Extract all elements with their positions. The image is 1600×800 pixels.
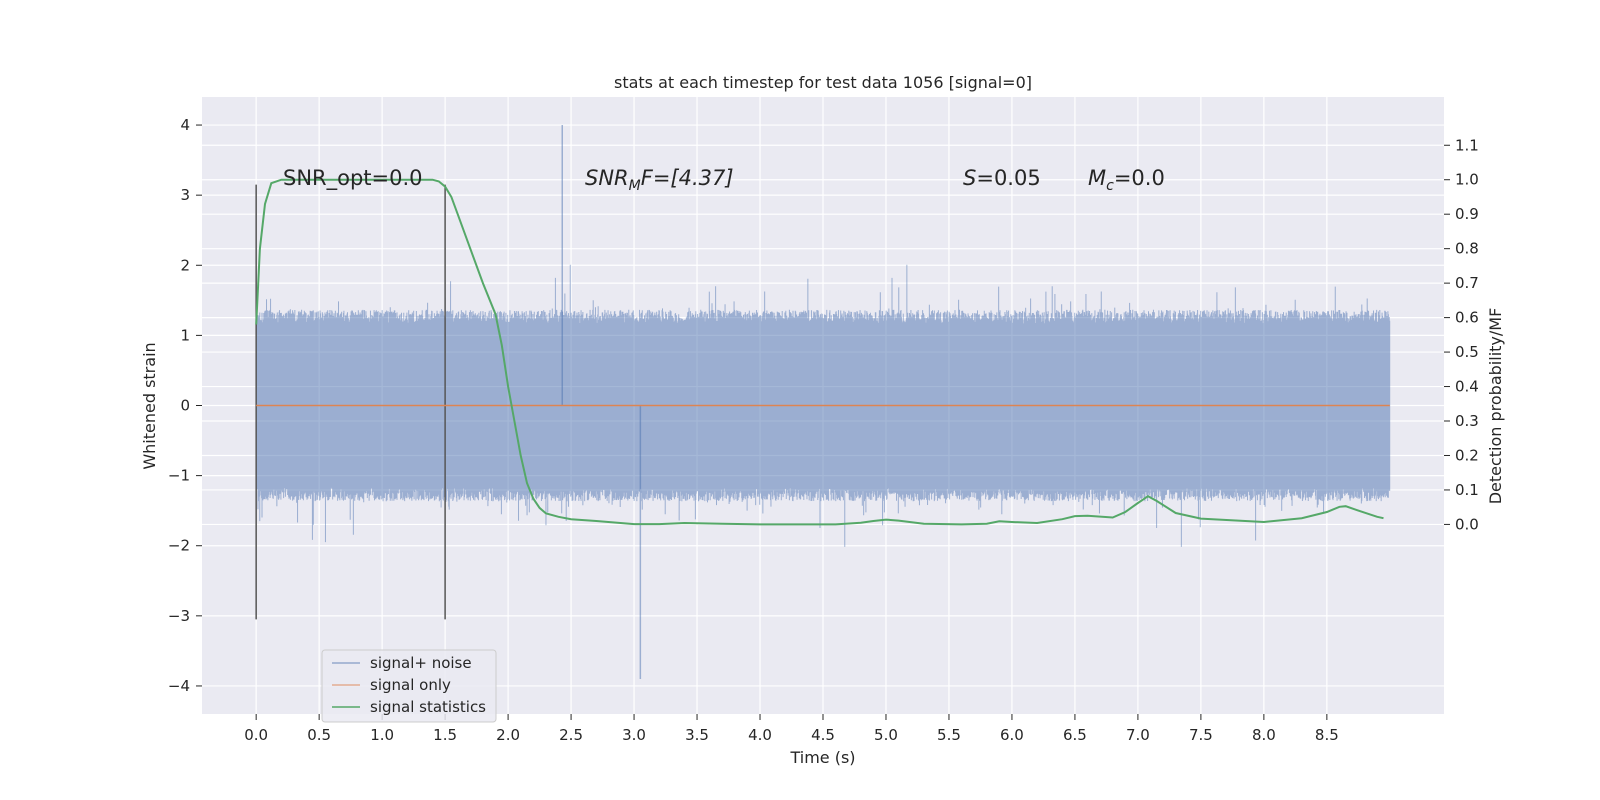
s-value: =0.05 [976, 166, 1040, 190]
y-axis-label: Whitened strain [140, 342, 159, 469]
x-tick-label: 0.5 [307, 726, 331, 744]
x-tick-label: 5.5 [937, 726, 961, 744]
x-tick-label: 7.5 [1189, 726, 1213, 744]
legend-label-signal-only: signal only [370, 676, 451, 694]
x-tick-label: 5.0 [874, 726, 898, 744]
y-right-tick-label: 0.9 [1455, 205, 1479, 223]
y-tick-label: 0 [180, 397, 190, 415]
x-axis-ticks: 0.0 0.5 1.0 1.5 2.0 2.5 3.0 3.5 4.0 4.5 5.0 5.5 6.0 6… [244, 714, 1339, 744]
y-right-tick-label: 0.3 [1455, 412, 1479, 430]
s-label: S [963, 166, 976, 190]
snr-mf-base: SNR [585, 166, 629, 190]
legend-label-noise: signal+ noise [370, 654, 472, 672]
signal-statistics-line [255, 178, 1384, 526]
mc-value: =0.0 [1114, 166, 1165, 190]
y-right-tick-label: 0.5 [1455, 343, 1479, 361]
mc-label: M [1088, 166, 1106, 190]
y-right-tick-label: 0.4 [1455, 378, 1479, 396]
y-tick-label: 4 [180, 116, 190, 134]
x-tick-label: 3.5 [685, 726, 709, 744]
x-tick-label: 1.0 [370, 726, 394, 744]
y-right-tick-label: 0.0 [1455, 515, 1479, 533]
chart-title: stats at each timestep for test data 105… [614, 73, 1032, 92]
y-right-tick-label: 0.8 [1455, 240, 1479, 258]
y-right-axis-ticks: 0.0 0.1 0.2 0.3 0.4 0.5 0.6 0.7 0.8 0.9 1.0 1.1 [1444, 136, 1479, 533]
vertical-markers [255, 184, 446, 620]
mc-sub: c [1106, 178, 1114, 194]
x-axis-label: Time (s) [789, 748, 855, 767]
mc-annotation: Mc=0.0 [1088, 166, 1165, 194]
snr-mf-sub: M [629, 178, 641, 194]
y-right-tick-label: 0.6 [1455, 309, 1479, 327]
x-tick-label: 8.0 [1252, 726, 1276, 744]
x-tick-label: 6.5 [1063, 726, 1087, 744]
y-right-axis-label: Detection probability/MF [1486, 308, 1505, 505]
y-right-tick-label: 0.7 [1455, 274, 1479, 292]
x-tick-label: 0.0 [244, 726, 268, 744]
y-axis-ticks: −4 −3 −2 −1 0 1 2 3 4 [168, 116, 202, 695]
y-tick-label: −4 [168, 677, 190, 695]
x-tick-label: 2.5 [559, 726, 583, 744]
x-tick-label: 2.0 [496, 726, 520, 744]
y-tick-label: 1 [180, 326, 190, 344]
y-tick-label: −2 [168, 537, 190, 555]
y-right-tick-label: 1.1 [1455, 136, 1479, 154]
x-tick-label: 4.5 [811, 726, 835, 744]
s-annotation: S=0.05 [963, 166, 1041, 190]
x-tick-label: 6.0 [1000, 726, 1024, 744]
y-tick-label: −3 [168, 607, 190, 625]
x-tick-label: 7.0 [1126, 726, 1150, 744]
snr-mf-annotation: SNRMF=[4.37] [585, 166, 734, 194]
x-tick-label: 3.0 [622, 726, 646, 744]
y-right-tick-label: 0.2 [1455, 446, 1479, 464]
y-tick-label: 3 [180, 186, 190, 204]
x-tick-label: 8.5 [1315, 726, 1339, 744]
y-right-tick-label: 1.0 [1455, 171, 1479, 189]
snr-mf-rest: F=[4.37] [641, 166, 734, 190]
legend-label-statistics: signal statistics [370, 698, 486, 716]
legend: signal+ noise signal only signal statist… [321, 649, 497, 723]
signal-statistics-series [255, 178, 1384, 526]
x-tick-label: 1.5 [433, 726, 457, 744]
y-tick-label: 2 [180, 256, 190, 274]
legend-box [321, 649, 497, 723]
y-tick-label: −1 [168, 467, 190, 485]
snr-opt-annotation: SNR_opt=0.0 [283, 166, 423, 191]
x-tick-label: 4.0 [748, 726, 772, 744]
y-right-tick-label: 0.1 [1455, 481, 1479, 499]
